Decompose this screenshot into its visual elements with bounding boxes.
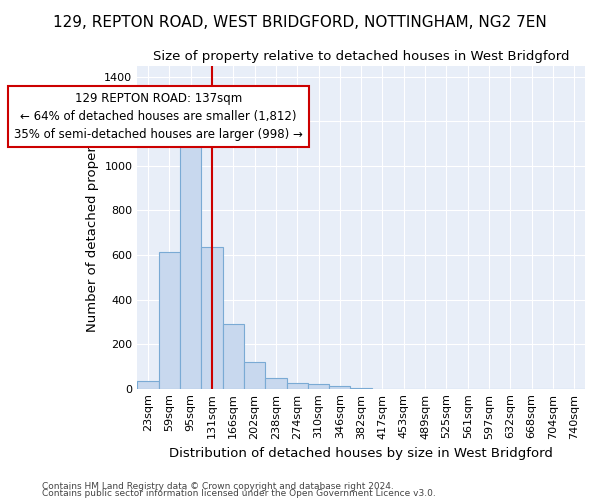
Text: 129, REPTON ROAD, WEST BRIDGFORD, NOTTINGHAM, NG2 7EN: 129, REPTON ROAD, WEST BRIDGFORD, NOTTIN…	[53, 15, 547, 30]
Bar	[244, 362, 265, 388]
Bar	[201, 247, 223, 388]
Bar	[308, 384, 329, 388]
Text: Contains public sector information licensed under the Open Government Licence v3: Contains public sector information licen…	[42, 490, 436, 498]
Bar	[287, 383, 308, 388]
Bar	[329, 386, 350, 388]
Bar	[265, 378, 287, 388]
Bar	[158, 252, 180, 388]
Title: Size of property relative to detached houses in West Bridgford: Size of property relative to detached ho…	[153, 50, 569, 63]
Text: 129 REPTON ROAD: 137sqm
← 64% of detached houses are smaller (1,812)
35% of semi: 129 REPTON ROAD: 137sqm ← 64% of detache…	[14, 92, 303, 142]
X-axis label: Distribution of detached houses by size in West Bridgford: Distribution of detached houses by size …	[169, 447, 553, 460]
Y-axis label: Number of detached properties: Number of detached properties	[86, 122, 99, 332]
Text: Contains HM Land Registry data © Crown copyright and database right 2024.: Contains HM Land Registry data © Crown c…	[42, 482, 394, 491]
Bar	[180, 146, 201, 388]
Bar	[223, 324, 244, 388]
Bar	[137, 381, 158, 388]
